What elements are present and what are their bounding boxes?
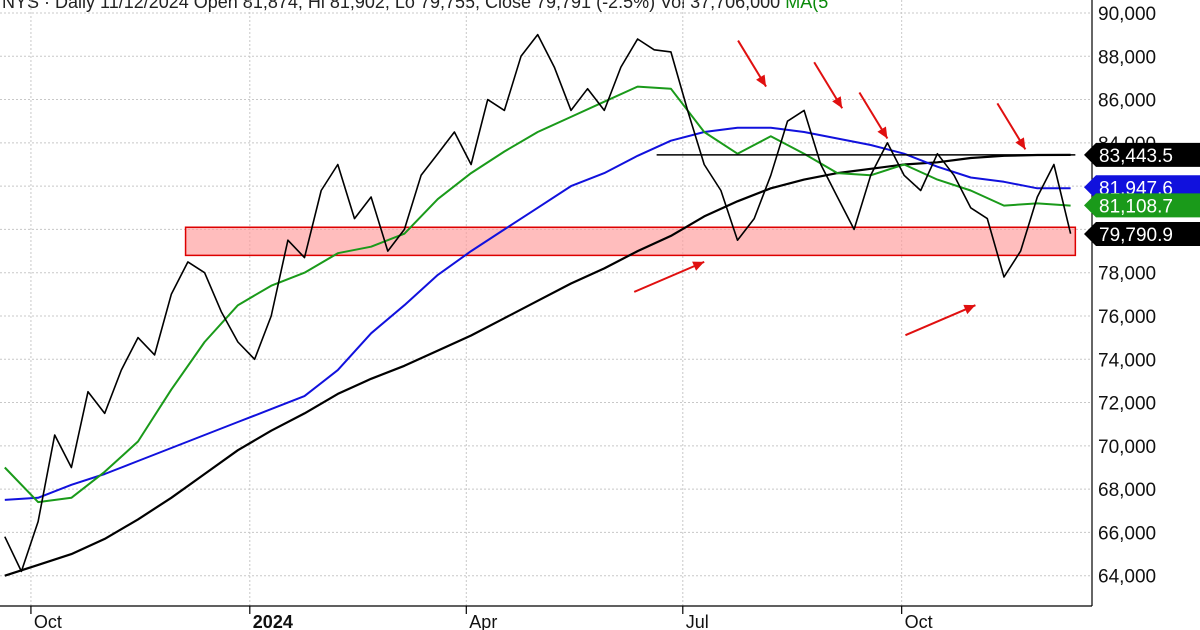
price-tag: 83,443.5 — [1084, 142, 1200, 167]
arrow-head — [756, 74, 767, 87]
y-tick-label: 70,000 — [1098, 437, 1156, 458]
price-tag: 81,108.7 — [1084, 193, 1200, 218]
series-lines — [4, 33, 1072, 577]
arrow-head — [692, 261, 705, 271]
x-tick-label: Jul — [686, 612, 709, 630]
arrow-shaft — [905, 304, 976, 337]
arrow-head — [832, 96, 843, 109]
x-axis: Oct 2024 Apr Jul Oct — [0, 605, 1092, 630]
support-zone — [184, 226, 1077, 257]
support-zone-rect — [184, 226, 1077, 257]
price-tag-bg — [1084, 175, 1200, 200]
series-ma50 — [4, 85, 1071, 504]
arrow-down-annotation — [996, 102, 1027, 150]
y-tick-label: 68,000 — [1098, 480, 1156, 501]
ohlc-readout: NYS · Daily 11/12/2024 Open 81,874, Hi 8… — [2, 0, 781, 12]
x-tick-label: Apr — [469, 612, 497, 630]
y-axis: 64,000 66,000 68,000 70,000 72,000 74,000 76,0… — [1091, 0, 1156, 606]
arrow-head — [877, 126, 888, 139]
arrow-down-annotation — [737, 40, 767, 88]
price-tag-bg — [1084, 193, 1200, 218]
y-tick-label: 64,000 — [1098, 567, 1156, 588]
price-tags: 83,443.581,947.681,108.779,790.9 — [1084, 142, 1200, 246]
y-tick-label: 86,000 — [1098, 91, 1156, 112]
arrow-head — [963, 304, 976, 315]
arrow-down-annotation — [858, 91, 889, 140]
price-tag-label: 79,790.9 — [1099, 225, 1173, 246]
y-tick-label: 66,000 — [1098, 523, 1156, 544]
grid-lines — [0, 0, 1092, 606]
y-tick-label: 74,000 — [1098, 350, 1156, 371]
chart-header: NYS · Daily 11/12/2024 Open 81,874, Hi 8… — [2, 0, 828, 13]
y-tick-label: 76,000 — [1098, 307, 1156, 328]
price-tag: 79,790.9 — [1084, 221, 1200, 246]
price-tag-bg — [1084, 142, 1200, 167]
x-tick-label: Oct — [34, 612, 62, 630]
y-tick-label: 78,000 — [1098, 264, 1156, 285]
series-ma200 — [4, 153, 1071, 577]
x-tick-label: Oct — [905, 612, 933, 630]
arrow-shaft — [633, 260, 705, 293]
arrow-head — [1015, 137, 1026, 150]
y-tick-label: 90,000 — [1098, 4, 1156, 25]
series-ma100 — [4, 126, 1071, 501]
y-tick-label: 72,000 — [1098, 394, 1156, 415]
x-tick-label: 2024 — [253, 612, 293, 630]
annotation-arrows — [633, 40, 1027, 337]
series-price — [4, 33, 1072, 573]
price-tag-bg — [1084, 221, 1200, 246]
arrow-up-annotation — [905, 304, 976, 337]
ma-readout: MA(5 — [785, 0, 829, 12]
arrow-up-annotation — [633, 260, 705, 293]
y-tick-label: 88,000 — [1098, 47, 1156, 68]
arrow-down-annotation — [813, 61, 844, 109]
price-tag-label: 81,108.7 — [1099, 196, 1173, 217]
price-tag-label: 83,443.5 — [1099, 146, 1173, 167]
